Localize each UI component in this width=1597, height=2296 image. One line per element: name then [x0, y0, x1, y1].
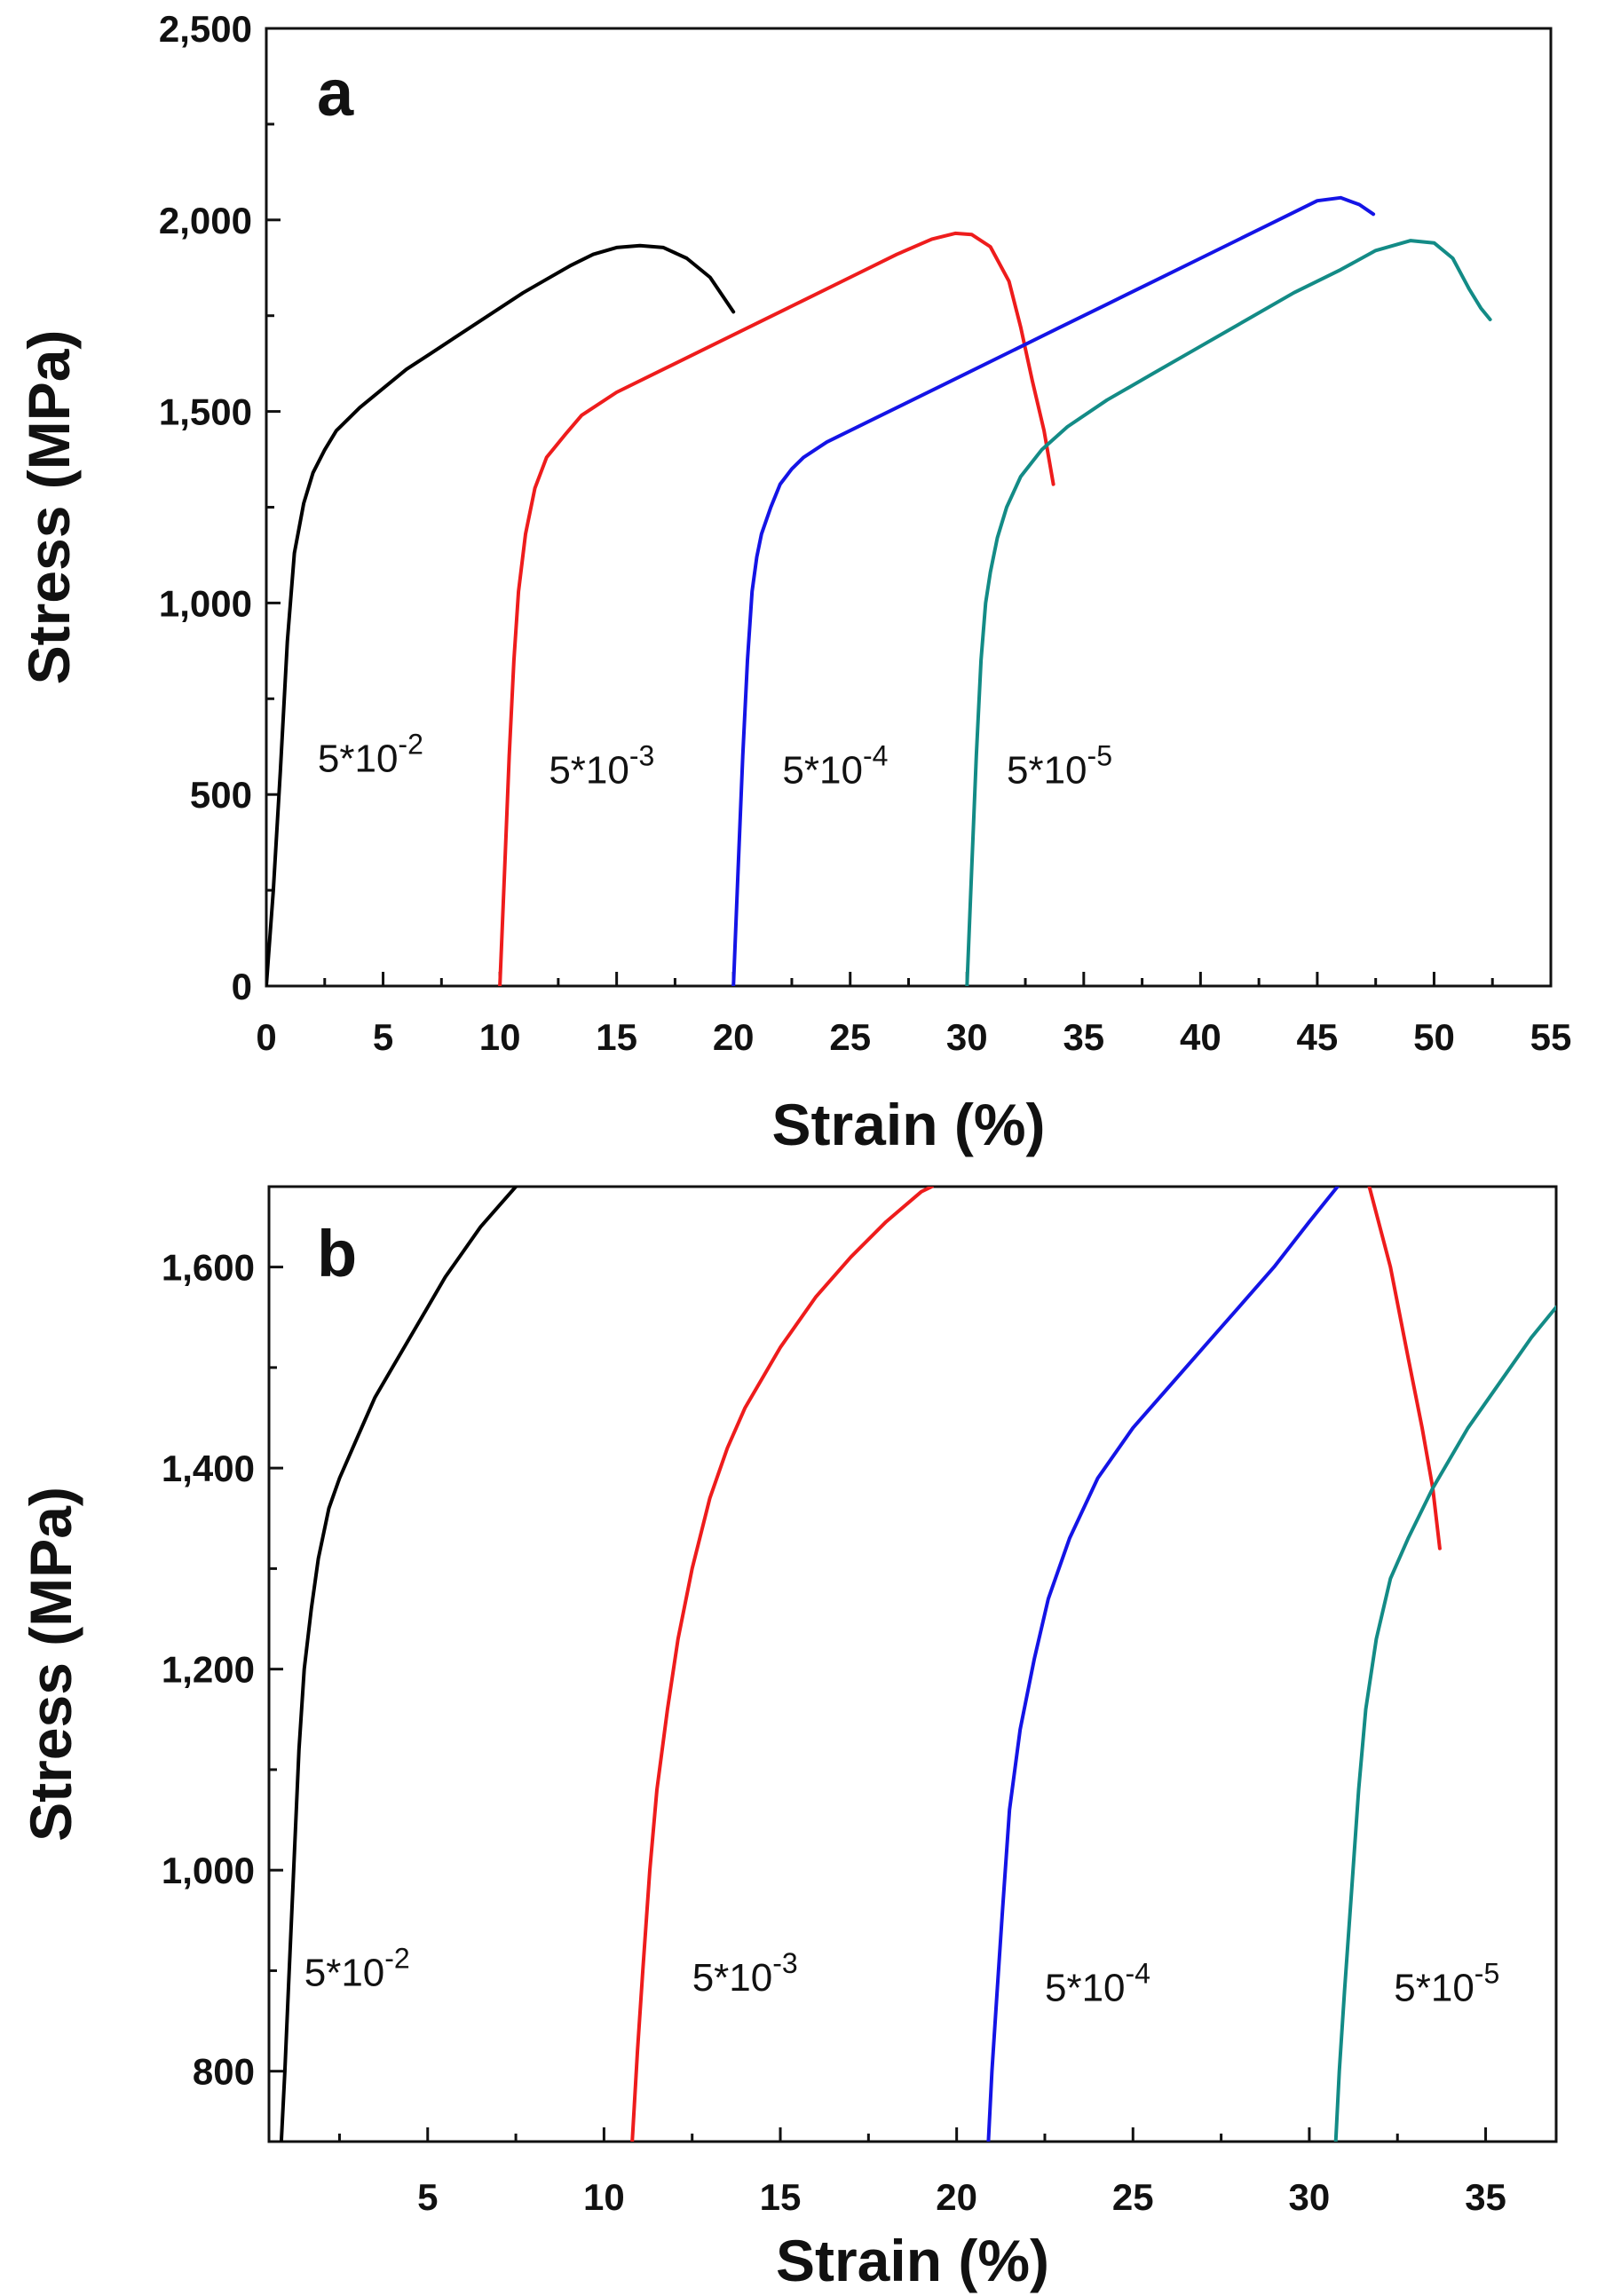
series-label: 5*10-2: [304, 1942, 410, 1994]
panel-letter: a: [317, 56, 354, 130]
x-axis-title: Strain (%): [771, 1092, 1045, 1157]
data-layer: [266, 195, 1492, 986]
panel-b: 5 10 15 20 25 30 35 800 1,000 1,200 1,400 1,600 Stra…: [18, 1185, 1558, 2293]
y-tick-label: 1,600: [162, 1247, 255, 1289]
y-tick-label: 0: [232, 966, 252, 1007]
y-tick-label: 1,400: [162, 1448, 255, 1489]
series-label: 5*10-3: [549, 739, 654, 792]
x-tick-label: 35: [1465, 2176, 1506, 2218]
x-tick-label: 0: [256, 1016, 276, 1058]
x-tick-label: 10: [583, 2176, 625, 2218]
y-tick-label: 2,500: [159, 8, 252, 50]
series-line-2: [498, 231, 1055, 986]
series-label-exponent: -3: [772, 1947, 797, 1979]
series-label-exponent: -3: [629, 739, 654, 771]
series-line-3: [986, 1187, 1340, 2142]
series-label: 5*10-4: [1045, 1957, 1150, 2009]
plot-frame: [265, 27, 1553, 988]
y-tick-label: 1,000: [162, 1850, 255, 1891]
series-label-base: 5*10: [318, 737, 399, 780]
x-tick-label: 5: [417, 2176, 438, 2218]
panel-a: 0 5 10 15 20 25 30 35 40 45 50 55 0 500 1,000 1,500 2,00…: [16, 8, 1571, 1157]
x-tick-label: 30: [946, 1016, 988, 1058]
x-tick-label: 30: [1289, 2176, 1331, 2218]
x-tick-label: 20: [713, 1016, 755, 1058]
x-tick-label: 55: [1530, 1016, 1572, 1058]
series-label: 5*10-5: [1007, 739, 1112, 792]
x-tick-label: 20: [936, 2176, 977, 2218]
y-tick-label: 1,200: [162, 1649, 255, 1691]
y-axis-title: Stress (MPa): [16, 330, 82, 685]
series-label-exponent: -4: [1126, 1957, 1150, 1989]
series-label-exponent: -4: [863, 739, 888, 771]
x-tick-label: 5: [373, 1016, 393, 1058]
y-tick-label: 2,000: [159, 200, 252, 241]
x-tick-label: 25: [1112, 2176, 1154, 2218]
y-tick-label: 500: [190, 774, 252, 816]
x-tick-label: 10: [479, 1016, 521, 1058]
series-line-1: [266, 243, 736, 986]
series-line-4: [965, 239, 1492, 986]
series-line-1: [279, 1187, 518, 2142]
series-label-base: 5*10: [549, 748, 629, 792]
series-label: 5*10-5: [1394, 1957, 1499, 2009]
series-label-base: 5*10: [1007, 748, 1087, 792]
x-tick-label: 35: [1063, 1016, 1104, 1058]
series-label-exponent: -5: [1474, 1957, 1499, 1989]
plot-frame: [267, 1185, 1558, 2143]
series-label-exponent: -2: [398, 728, 423, 760]
y-tick-label: 1,000: [159, 582, 252, 624]
data-layer: [279, 1187, 1556, 2142]
x-tick-label: 45: [1297, 1016, 1339, 1058]
series-label-base: 5*10: [1045, 1966, 1126, 2009]
y-axis-title: Stress (MPa): [18, 1487, 83, 1842]
series-label-base: 5*10: [304, 1951, 385, 1994]
series-label: 5*10-2: [318, 728, 423, 780]
panel-letter: b: [317, 1217, 357, 1290]
y-tick-label: 1,500: [159, 391, 252, 433]
series-label-base: 5*10: [782, 748, 863, 792]
series-line-2: [630, 1187, 934, 2142]
x-tick-label: 25: [829, 1016, 871, 1058]
series-label-base: 5*10: [1394, 1966, 1474, 2009]
series-label-base: 5*10: [692, 1956, 773, 2000]
x-tick-label: 15: [596, 1016, 637, 1058]
series-label-exponent: -5: [1087, 739, 1112, 771]
x-tick-label: 15: [760, 2176, 802, 2218]
series-label: 5*10-3: [692, 1947, 798, 2000]
series-tail-line: [1367, 1187, 1442, 1550]
series-label-exponent: -2: [384, 1942, 409, 1974]
series-line-3: [731, 195, 1376, 986]
x-tick-label: 40: [1180, 1016, 1221, 1058]
y-tick-label: 800: [193, 2051, 255, 2093]
x-axis-title: Strain (%): [776, 2228, 1049, 2293]
x-tick-label: 50: [1413, 1016, 1455, 1058]
series-line-4: [1333, 1305, 1556, 2142]
series-label: 5*10-4: [782, 739, 888, 792]
